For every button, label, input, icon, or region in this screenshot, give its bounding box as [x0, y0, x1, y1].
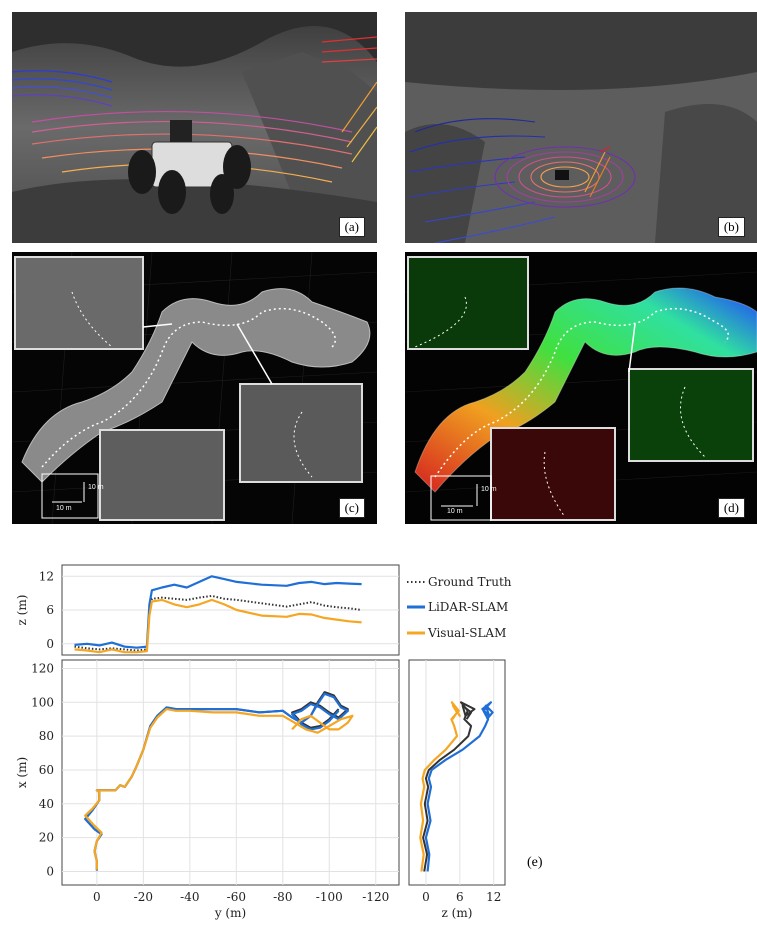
panel-d-map	[405, 256, 757, 521]
x-axis-label-side: z (m)	[442, 906, 473, 920]
y-tick-label-main: 60	[39, 763, 54, 777]
series-line-lidar-main	[84, 692, 349, 871]
x-axis-label-main: y (m)	[214, 906, 246, 920]
plot-frame-main	[61, 659, 400, 886]
y-tick-label-top: 0	[46, 637, 54, 651]
panel-e-label: (e)	[527, 855, 543, 870]
x-tick-label-main: -40	[180, 890, 199, 904]
panel-b-label: (b)	[717, 217, 745, 237]
y-tick-label-top: 6	[46, 603, 54, 617]
x-tick-label-main: -60	[227, 890, 246, 904]
panel-c: 10 m 10 m (c)	[12, 252, 377, 524]
rover-icon	[128, 120, 251, 214]
series-line-ground-truth-top	[74, 594, 362, 652]
y-tick-label-main: 120	[31, 661, 54, 675]
panel-d-scale-y: 10 m	[481, 486, 497, 493]
y-tick-label-main: 100	[31, 695, 54, 709]
rover-icon	[555, 170, 569, 180]
panel-d-label: (d)	[717, 498, 745, 518]
y-tick-label-main: 0	[46, 864, 54, 878]
panel-c-scale-y: 10 m	[88, 484, 104, 491]
legend-label-lidar: LiDAR-SLAM	[428, 600, 508, 614]
series-line-visual-side	[419, 701, 461, 872]
series-line-lidar-top	[74, 575, 362, 649]
x-tick-label-main: -80	[273, 890, 292, 904]
x-tick-label-main: -20	[134, 890, 153, 904]
x-tick-label-side: 12	[486, 890, 501, 904]
y-tick-label-main: 20	[39, 831, 54, 845]
y-axis-label-main: x (m)	[15, 757, 29, 788]
series-line-visual-main	[84, 708, 354, 870]
x-tick-label-main: -100	[316, 890, 343, 904]
axes-side: 0 6 12 z (m)	[408, 659, 506, 920]
series-line-visual-top	[74, 598, 362, 654]
y-axis-label-top: z (m)	[15, 595, 29, 626]
legend-label-ground-truth: Ground Truth	[428, 575, 512, 589]
axes-top: 0 6 12 z (m)	[15, 564, 400, 656]
x-tick-label-main: -120	[362, 890, 389, 904]
series-line-ground-truth-side	[422, 701, 476, 872]
panel-b-image	[405, 12, 757, 243]
panel-c-label: (c)	[338, 498, 365, 518]
panel-a-label: (a)	[338, 217, 365, 237]
panel-c-scale-x: 10 m	[56, 505, 72, 512]
x-tick-label-side: 6	[456, 890, 464, 904]
legend: Ground Truth LiDAR-SLAM Visual-SLAM	[407, 575, 512, 640]
x-tick-label-main: 0	[93, 890, 101, 904]
panel-b: (b)	[405, 12, 757, 243]
y-tick-label-main: 80	[39, 729, 54, 743]
trajectory-plots: Ground Truth LiDAR-SLAM Visual-SLAM 0 6 12…	[15, 564, 512, 920]
panel-c-map	[12, 252, 377, 524]
y-tick-label-main: 40	[39, 797, 54, 811]
panel-d: 10 m 10 m (d)	[405, 252, 757, 524]
panel-d-scale-x: 10 m	[447, 508, 463, 515]
panel-a: (a)	[12, 12, 377, 243]
panel-a-image	[12, 12, 377, 243]
series-line-lidar-side	[424, 701, 494, 872]
axes-main: 0 -20 -40 -60 -80 -100 -120 0 20 40 60 80 100 120 y (m…	[15, 659, 400, 920]
x-tick-label-side: 0	[422, 890, 430, 904]
y-tick-label-top: 12	[39, 569, 54, 583]
legend-label-visual: Visual-SLAM	[427, 626, 506, 640]
